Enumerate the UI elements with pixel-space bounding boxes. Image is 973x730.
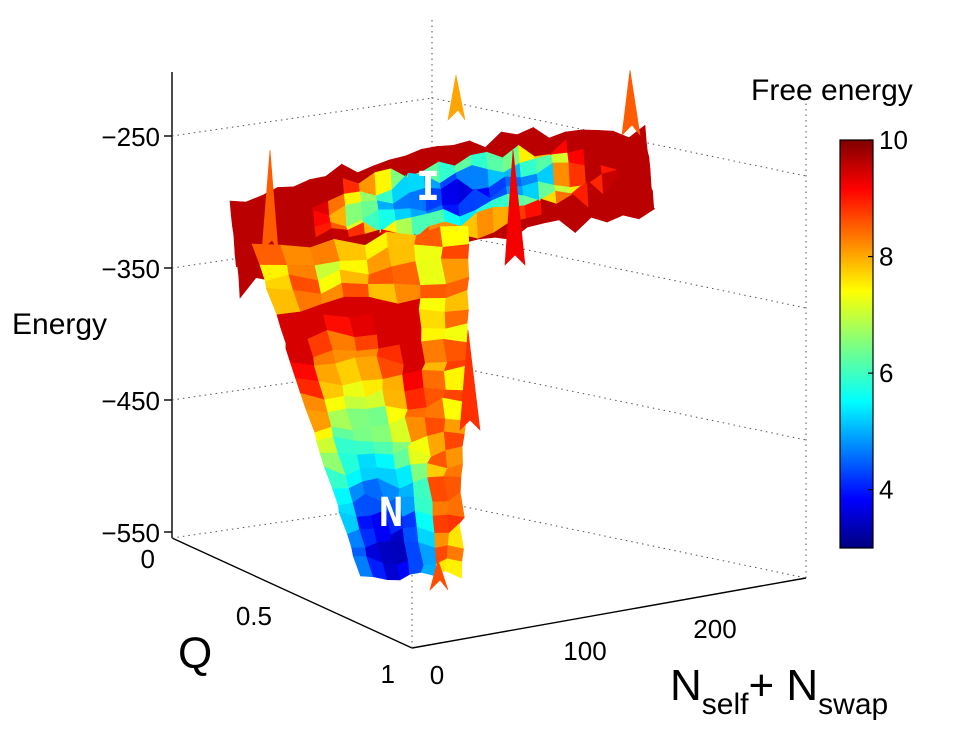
surface-patch	[432, 501, 449, 517]
surface-patch	[421, 361, 448, 372]
energy-axis-label: Energy	[12, 308, 107, 341]
n-tick-label: 0	[430, 660, 444, 690]
surface-patch	[261, 149, 279, 251]
surface-patch	[353, 440, 376, 456]
colorbar-tick-label: 8	[879, 242, 893, 272]
free-energy-surface	[229, 69, 656, 592]
surface-patch	[394, 308, 423, 329]
surface-patch	[418, 309, 447, 330]
colorbar-tick-label: 10	[879, 125, 908, 155]
surface-patch	[439, 225, 470, 248]
surface-patch	[583, 148, 602, 166]
surface-patch	[459, 329, 481, 431]
surface-patch	[356, 453, 378, 470]
n-ticks: 0 100 200	[430, 614, 737, 690]
surface-patch	[471, 165, 490, 191]
colorbar-tick-label: 4	[879, 475, 893, 505]
surface-patch	[356, 515, 375, 530]
q-tick-label: 1	[381, 659, 395, 689]
surface-patch	[421, 369, 447, 391]
surface-patch	[445, 558, 463, 579]
surface-patch	[573, 211, 592, 234]
surface-patch	[613, 137, 632, 157]
surface-patch	[443, 338, 469, 363]
q-tick-label: 0	[141, 544, 155, 574]
surface-patch	[420, 283, 447, 299]
energy-tick-label: −250	[101, 122, 160, 152]
energy-tick-label: −550	[101, 518, 160, 548]
surface-patch	[621, 69, 641, 137]
surface-patch	[429, 558, 449, 592]
surface-patch	[373, 441, 394, 456]
surface-patch	[421, 338, 448, 364]
n-axis-label: Nself+ Nswap	[670, 661, 888, 721]
surface-patch	[413, 244, 444, 262]
surface-patch	[341, 282, 370, 298]
surface-patch	[552, 162, 571, 188]
q-axis-label: Q	[178, 629, 212, 678]
energy-ticks: −250 −350 −450 −550	[101, 122, 172, 548]
surface-patch	[354, 334, 380, 352]
colorbar-tick-label: 6	[879, 358, 893, 388]
surface-patch	[351, 547, 368, 558]
surface-patch	[370, 424, 394, 443]
state-label-intermediate: I	[416, 164, 440, 210]
surface-patch	[343, 395, 368, 410]
colorbar	[839, 139, 874, 549]
surface-patch	[637, 195, 656, 220]
surface-patch	[402, 526, 419, 543]
surface-patch	[432, 514, 450, 534]
surface-patch	[551, 152, 570, 164]
surface-patch	[532, 126, 551, 157]
surface-patch	[541, 212, 560, 224]
surface-patch	[557, 211, 576, 234]
n-tick-label: 200	[693, 614, 736, 644]
surface-patch	[404, 387, 428, 411]
state-label-native: N	[379, 490, 403, 536]
surface-patch	[447, 74, 466, 121]
surface-patch	[504, 149, 526, 266]
q-tick-label: 0.5	[236, 601, 272, 631]
colorbar-label: Free energy	[751, 74, 913, 107]
energy-tick-label: −350	[101, 254, 160, 284]
surface-patch	[399, 341, 426, 366]
n-axis-line	[411, 577, 807, 649]
n-tick-label: 100	[563, 636, 606, 666]
q-axis-line	[171, 537, 413, 649]
surface-patch	[374, 453, 396, 471]
q-ticks: 0 0.5 1	[141, 544, 395, 689]
surface-patch	[612, 130, 631, 139]
plot-box	[171, 20, 807, 649]
colorbar-ticks: 4 6 8 10	[868, 125, 908, 505]
energy-tick-label: −450	[101, 386, 160, 416]
